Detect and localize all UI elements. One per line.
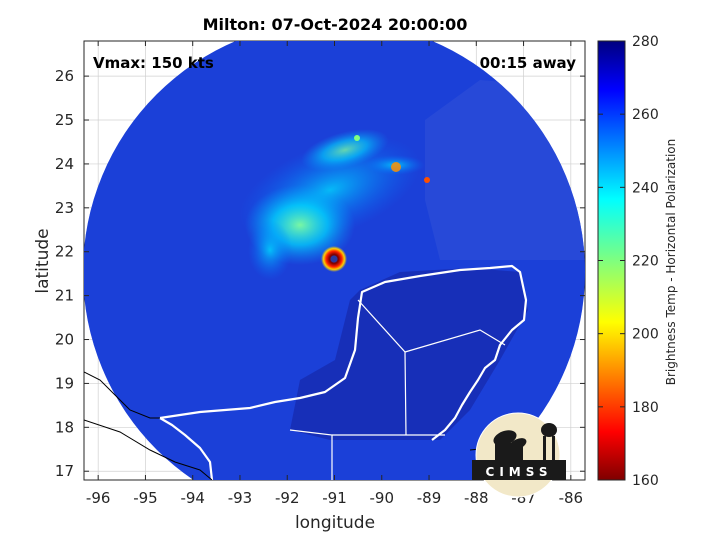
colorbar-tick-label: 240 (632, 180, 659, 196)
x-tick-label: -88 (464, 489, 489, 507)
coastline-yucatan (159, 264, 528, 480)
y-tick-labels: 17 18 19 20 21 22 23 24 25 26 (55, 67, 74, 480)
colorbar-tick-label: 280 (632, 34, 659, 50)
logo-text: CIMSS (486, 465, 553, 479)
y-tick-label: 18 (55, 418, 74, 436)
x-tick-label: -89 (417, 489, 442, 507)
y-tick-label: 25 (55, 111, 74, 129)
away-label: 00:15 away (480, 54, 577, 72)
plot-title: Milton: 07-Oct-2024 20:00:00 (203, 15, 468, 34)
x-tick-label: -94 (180, 489, 205, 507)
x-tick-label: -91 (322, 489, 347, 507)
colorbar-tick-label: 180 (632, 400, 659, 416)
microwave-swath (84, 41, 585, 480)
y-tick-label: 19 (55, 374, 74, 392)
y-tick-label: 22 (55, 243, 74, 261)
colorbar-tick-label: 200 (632, 327, 659, 343)
y-tick-label: 21 (55, 287, 74, 305)
colorbar-ticks: 160 180 200 220 240 260 280 (598, 34, 659, 489)
x-tick-label: -96 (86, 489, 111, 507)
x-tick-label: -93 (228, 489, 253, 507)
x-axis-title: longitude (295, 513, 375, 533)
x-tick-label: -95 (133, 489, 158, 507)
y-tick-label: 17 (55, 462, 74, 480)
x-tick-label: -92 (275, 489, 300, 507)
y-tick-label: 23 (55, 199, 74, 217)
colorbar-tick-label: 220 (632, 254, 659, 270)
x-tick-label: -86 (559, 489, 584, 507)
y-tick-label: 24 (55, 155, 74, 173)
colorbar-tick-label: 160 (632, 473, 659, 489)
vmax-label: Vmax: 150 kts (93, 54, 214, 72)
x-tick-labels: -96 -95 -94 -93 -92 -91 -90 -89 -88 -87 -86 (86, 489, 583, 507)
colorbar-tick-label: 260 (632, 107, 659, 123)
x-tick-label: -90 (370, 489, 395, 507)
y-tick-label: 26 (55, 67, 74, 85)
colorbar-title: Brightness Temp - Horizontal Polarizatio… (664, 139, 678, 386)
y-tick-label: 20 (55, 331, 74, 349)
y-axis-title: latitude (33, 228, 53, 293)
cimss-logo: CIMSS (472, 412, 566, 498)
country-borders (289, 299, 506, 480)
